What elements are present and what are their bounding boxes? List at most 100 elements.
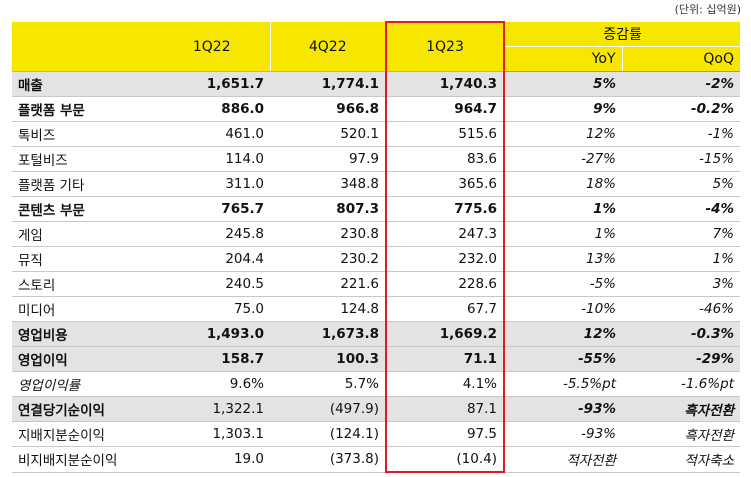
- cell-yoy: -5%: [504, 271, 622, 297]
- cell-1q22: 311.0: [154, 171, 270, 197]
- cell-4q22: 230.2: [270, 246, 386, 272]
- cell-yoy: -27%: [504, 146, 622, 172]
- col-header-1q22: 1Q22: [154, 22, 270, 72]
- cell-yoy: 12%: [504, 121, 622, 147]
- cell-1q23: 515.6: [385, 121, 505, 147]
- cell-4q22: 1,673.8: [270, 321, 386, 347]
- table-row: 플랫폼 부문 886.0 966.8 964.7 9% -0.2%: [12, 96, 741, 122]
- cell-1q22: 9.6%: [154, 371, 270, 397]
- table-row: 스토리 240.5 221.6 228.6 -5% 3%: [12, 271, 741, 297]
- cell-qoq: 적자축소: [622, 446, 741, 473]
- cell-1q22: 886.0: [154, 96, 270, 122]
- table-row: 게임 245.8 230.8 247.3 1% 7%: [12, 221, 741, 247]
- cell-yoy: -55%: [504, 346, 622, 372]
- cell-4q22: 124.8: [270, 296, 386, 322]
- cell-1q22: 114.0: [154, 146, 270, 172]
- cell-yoy: 18%: [504, 171, 622, 197]
- cell-yoy: 1%: [504, 221, 622, 247]
- row-label: 비지배지분순이익: [12, 446, 154, 473]
- cell-1q22: 461.0: [154, 121, 270, 147]
- cell-1q23: (10.4): [385, 446, 505, 473]
- cell-qoq: -15%: [622, 146, 741, 172]
- table-row: 영업이익 158.7 100.3 71.1 -55% -29%: [12, 346, 741, 372]
- cell-qoq: -4%: [622, 196, 741, 222]
- table-row: 미디어 75.0 124.8 67.7 -10% -46%: [12, 296, 741, 322]
- cell-qoq: 7%: [622, 221, 741, 247]
- cell-qoq: 3%: [622, 271, 741, 297]
- cell-4q22: 97.9: [270, 146, 386, 172]
- cell-yoy: 9%: [504, 96, 622, 122]
- cell-qoq: -2%: [622, 71, 741, 97]
- cell-1q23: 71.1: [385, 346, 505, 372]
- cell-yoy: 1%: [504, 196, 622, 222]
- cell-4q22: 520.1: [270, 121, 386, 147]
- cell-qoq: -0.3%: [622, 321, 741, 347]
- cell-1q22: 1,303.1: [154, 421, 270, 447]
- cell-4q22: (124.1): [270, 421, 386, 447]
- cell-yoy: 5%: [504, 71, 622, 97]
- row-label: 스토리: [12, 271, 154, 297]
- cell-1q23: 87.1: [385, 396, 505, 422]
- col-header-qoq: QoQ: [621, 46, 741, 72]
- col-header-yoy: YoY: [504, 46, 622, 72]
- cell-yoy: -93%: [504, 421, 622, 447]
- row-label: 지배지분순이익: [12, 421, 154, 447]
- cell-qoq: -29%: [622, 346, 741, 372]
- cell-yoy: -5.5%pt: [504, 371, 622, 397]
- cell-1q22: 204.4: [154, 246, 270, 272]
- cell-1q23: 964.7: [385, 96, 505, 122]
- cell-1q22: 1,322.1: [154, 396, 270, 422]
- cell-1q23: 232.0: [385, 246, 505, 272]
- table-row: 플랫폼 기타 311.0 348.8 365.6 18% 5%: [12, 171, 741, 197]
- cell-1q22: 19.0: [154, 446, 270, 473]
- cell-4q22: 100.3: [270, 346, 386, 372]
- cell-qoq: -1.6%pt: [622, 371, 741, 397]
- table-row: 연결당기순이익 1,322.1 (497.9) 87.1 -93% 흑자전환: [12, 396, 741, 422]
- cell-1q23: 228.6: [385, 271, 505, 297]
- table-row: 포털비즈 114.0 97.9 83.6 -27% -15%: [12, 146, 741, 172]
- cell-qoq: 1%: [622, 246, 741, 272]
- cell-yoy: 13%: [504, 246, 622, 272]
- cell-4q22: 966.8: [270, 96, 386, 122]
- cell-1q23: 4.1%: [385, 371, 505, 397]
- row-label: 포털비즈: [12, 146, 154, 172]
- cell-4q22: (497.9): [270, 396, 386, 422]
- cell-4q22: 1,774.1: [270, 71, 386, 97]
- cell-4q22: 230.8: [270, 221, 386, 247]
- cell-1q22: 765.7: [154, 196, 270, 222]
- col-header-1q23: 1Q23: [385, 21, 505, 72]
- table-row: 비지배지분순이익 19.0 (373.8) (10.4) 적자전환 적자축소: [12, 446, 741, 473]
- table-row: 지배지분순이익 1,303.1 (124.1) 97.5 -93% 흑자전환: [12, 421, 741, 447]
- cell-qoq: 흑자전환: [622, 396, 741, 422]
- row-label: 뮤직: [12, 246, 154, 272]
- row-label: 톡비즈: [12, 121, 154, 147]
- cell-1q23: 83.6: [385, 146, 505, 172]
- cell-qoq: 흑자전환: [622, 421, 741, 447]
- cell-yoy: 12%: [504, 321, 622, 347]
- cell-1q23: 775.6: [385, 196, 505, 222]
- cell-yoy: -10%: [504, 296, 622, 322]
- row-label: 영업이익: [12, 346, 154, 372]
- cell-1q23: 67.7: [385, 296, 505, 322]
- row-label: 게임: [12, 221, 154, 247]
- cell-yoy: -93%: [504, 396, 622, 422]
- row-label: 플랫폼 부문: [12, 96, 154, 122]
- change-group-header: 증감률: [504, 22, 741, 47]
- unit-note: (단위: 십억원): [674, 3, 741, 16]
- cell-1q23: 247.3: [385, 221, 505, 247]
- table-row: 톡비즈 461.0 520.1 515.6 12% -1%: [12, 121, 741, 147]
- table-row: 콘텐츠 부문 765.7 807.3 775.6 1% -4%: [12, 196, 741, 222]
- row-header-cell: [12, 22, 154, 72]
- row-label: 영업이익률: [12, 371, 154, 397]
- cell-yoy: 적자전환: [504, 446, 622, 473]
- row-label: 연결당기순이익: [12, 396, 154, 422]
- financial-table: 1Q22 4Q22 1Q23 증감률 YoY QoQ 매출 1,651.7 1,…: [12, 21, 741, 473]
- row-label: 매출: [12, 71, 154, 97]
- cell-1q22: 158.7: [154, 346, 270, 372]
- cell-4q22: (373.8): [270, 446, 386, 473]
- cell-1q23: 1,740.3: [385, 71, 505, 97]
- cell-4q22: 807.3: [270, 196, 386, 222]
- cell-1q22: 75.0: [154, 296, 270, 322]
- row-label: 플랫폼 기타: [12, 171, 154, 197]
- row-label: 영업비용: [12, 321, 154, 347]
